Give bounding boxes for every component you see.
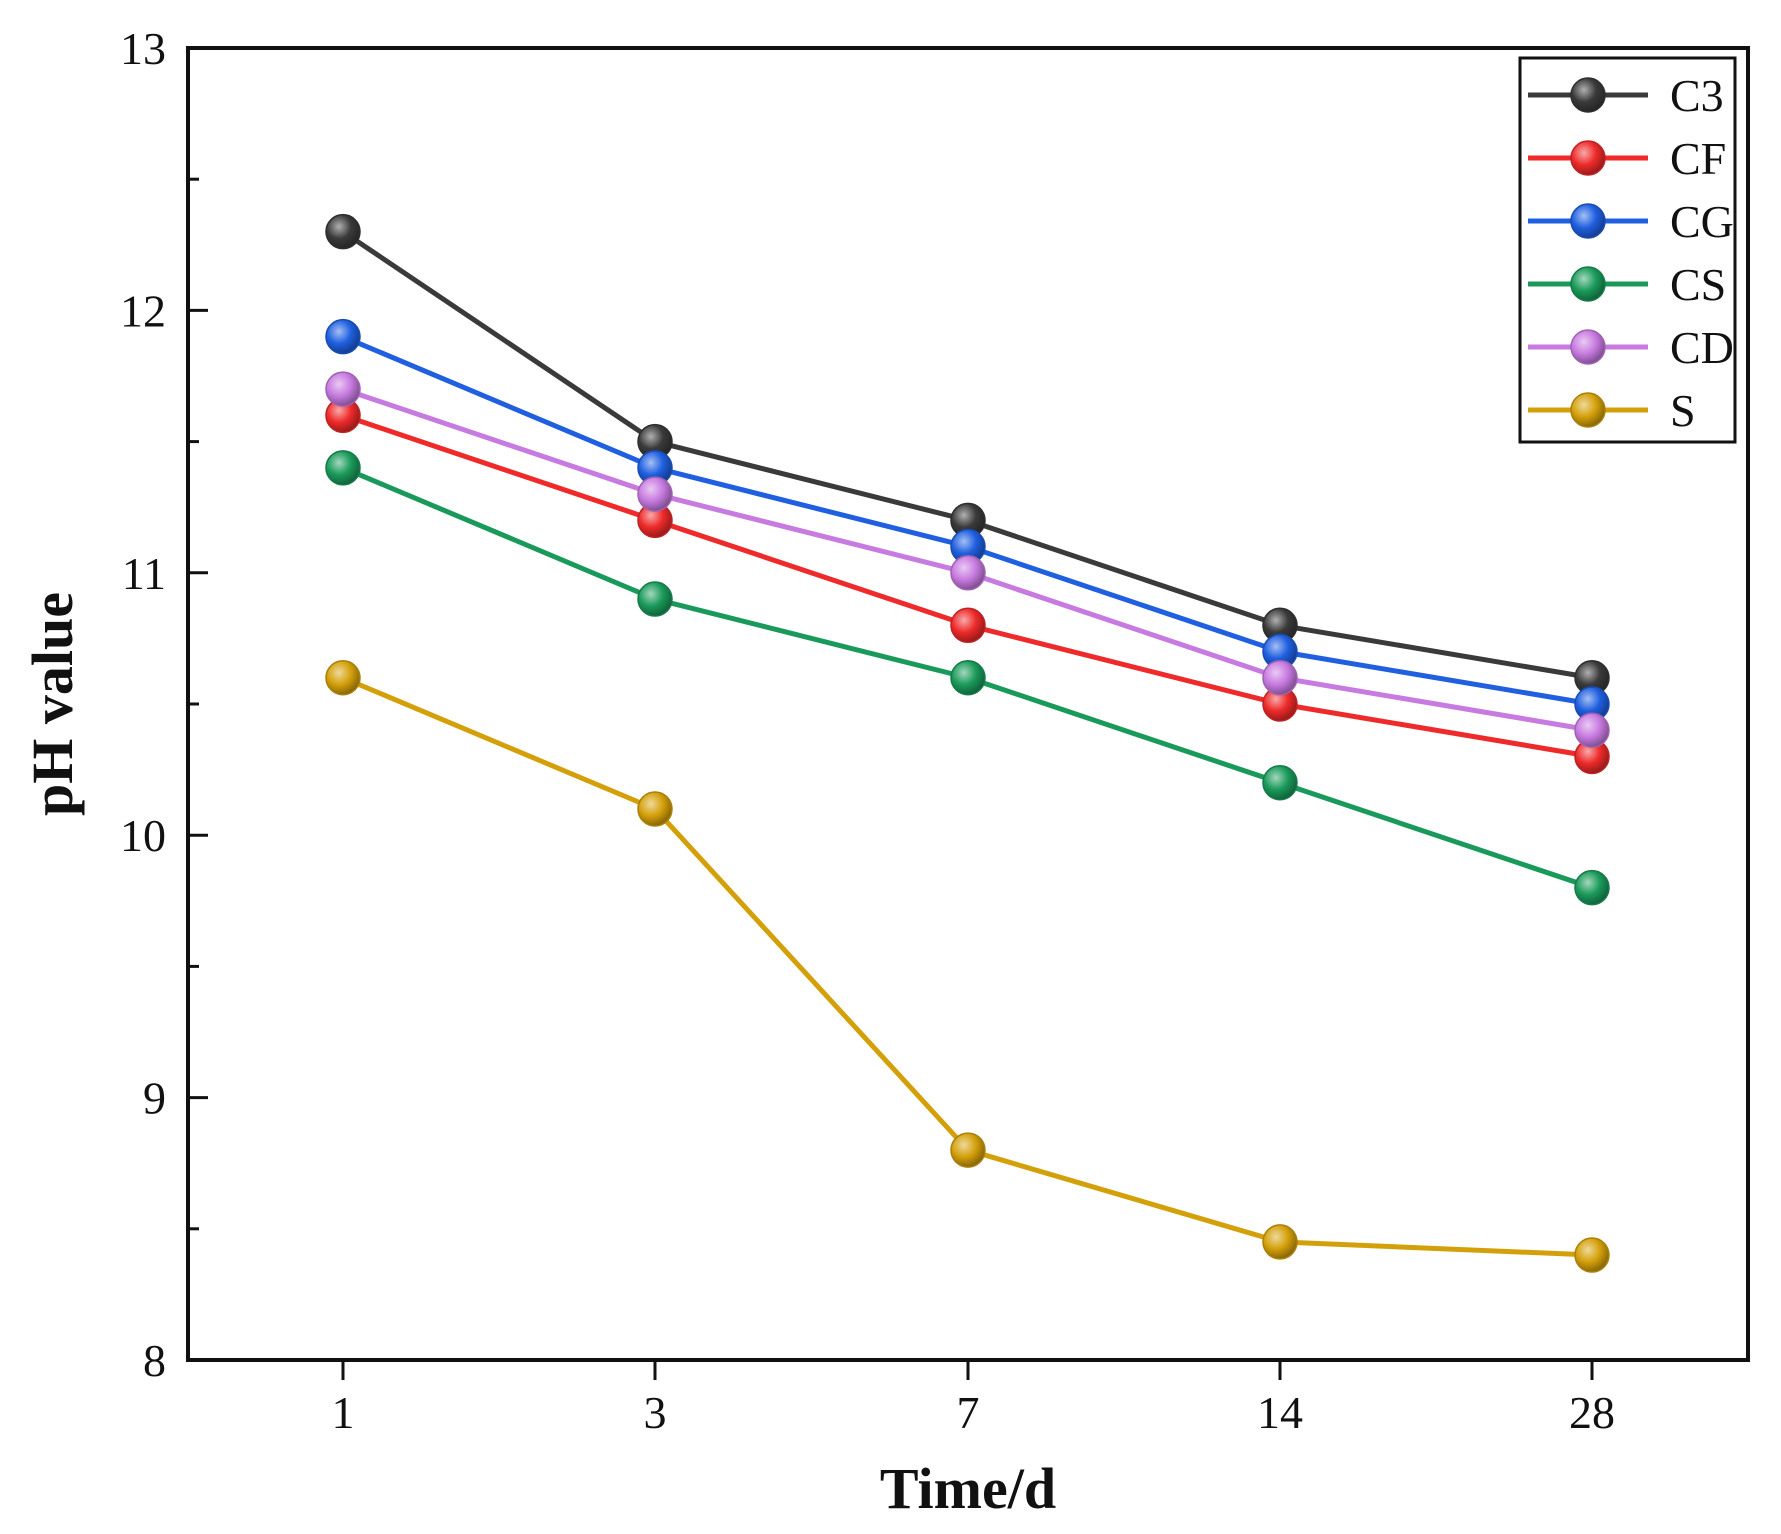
y-axis: 8 9 10 11 12 13 (120, 23, 208, 1386)
data-point-cs (637, 581, 673, 617)
legend-swatch-marker (1570, 203, 1606, 239)
legend-swatch-marker (1570, 266, 1606, 302)
legend-label: CD (1670, 322, 1734, 373)
y-axis-title: pH value (20, 592, 85, 816)
data-point-s (1574, 1237, 1610, 1273)
y-tick-label: 10 (120, 810, 166, 861)
series-points (325, 213, 1610, 1273)
x-axis-title: Time/d (880, 1456, 1056, 1521)
data-point-c3 (325, 213, 361, 250)
legend-swatch-marker (1570, 140, 1606, 176)
x-tick-label: 3 (644, 1387, 667, 1438)
data-point-cg (325, 318, 361, 355)
legend-label: C3 (1670, 70, 1724, 121)
y-tick-label: 8 (143, 1335, 166, 1386)
data-point-cs (325, 450, 361, 486)
data-point-cd (1574, 712, 1610, 748)
x-tick-label: 7 (957, 1387, 980, 1438)
y-tick-label: 9 (143, 1073, 166, 1124)
data-point-cd (637, 476, 673, 512)
legend-label: S (1670, 385, 1696, 436)
legend: C3 CF CG CS CD S (1518, 56, 1737, 444)
y-tick-label: 12 (120, 285, 166, 336)
legend-label: CS (1670, 259, 1726, 310)
data-point-cd (950, 555, 986, 591)
legend-swatch-marker (1570, 329, 1606, 365)
legend-box (1518, 56, 1737, 444)
data-point-cd (325, 371, 361, 407)
x-axis: 1 3 7 14 28 (332, 1360, 1615, 1438)
series-lines (341, 229, 1593, 1258)
legend-label: CF (1670, 133, 1726, 184)
x-tick-label: 28 (1569, 1387, 1615, 1438)
y-tick-label: 11 (122, 548, 166, 599)
series-line-s (342, 675, 1593, 1258)
x-tick-label: 1 (332, 1387, 355, 1438)
data-point-cs (950, 660, 986, 696)
data-point-cd (1262, 660, 1298, 696)
data-point-s (1262, 1224, 1298, 1260)
legend-swatch-marker (1570, 392, 1606, 428)
data-point-cs (1262, 764, 1298, 801)
legend-label: CG (1670, 196, 1734, 247)
x-tick-label: 14 (1257, 1387, 1303, 1438)
data-point-s (325, 660, 361, 696)
data-point-cf (950, 607, 986, 644)
data-point-cs (1574, 869, 1610, 906)
y-tick-label: 13 (120, 23, 166, 74)
data-point-s (950, 1132, 986, 1168)
data-point-s (637, 791, 673, 827)
legend-swatch-marker (1570, 77, 1606, 113)
